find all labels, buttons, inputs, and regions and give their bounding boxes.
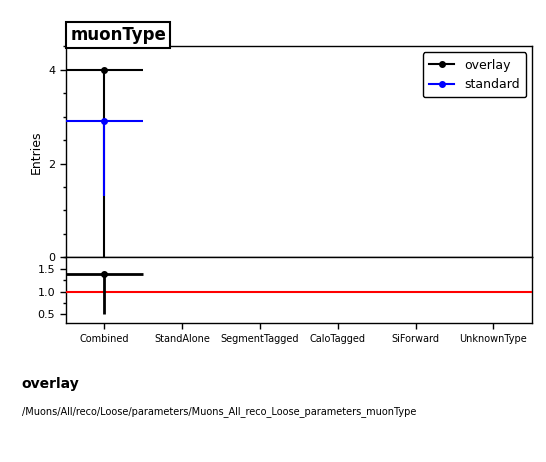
Y-axis label: Entries: Entries — [29, 130, 43, 174]
Legend: overlay, standard: overlay, standard — [423, 53, 526, 97]
Text: /Muons/All/reco/Loose/parameters/Muons_All_reco_Loose_parameters_muonType: /Muons/All/reco/Loose/parameters/Muons_A… — [22, 407, 416, 418]
Text: overlay: overlay — [22, 377, 80, 390]
Text: muonType: muonType — [70, 26, 166, 44]
